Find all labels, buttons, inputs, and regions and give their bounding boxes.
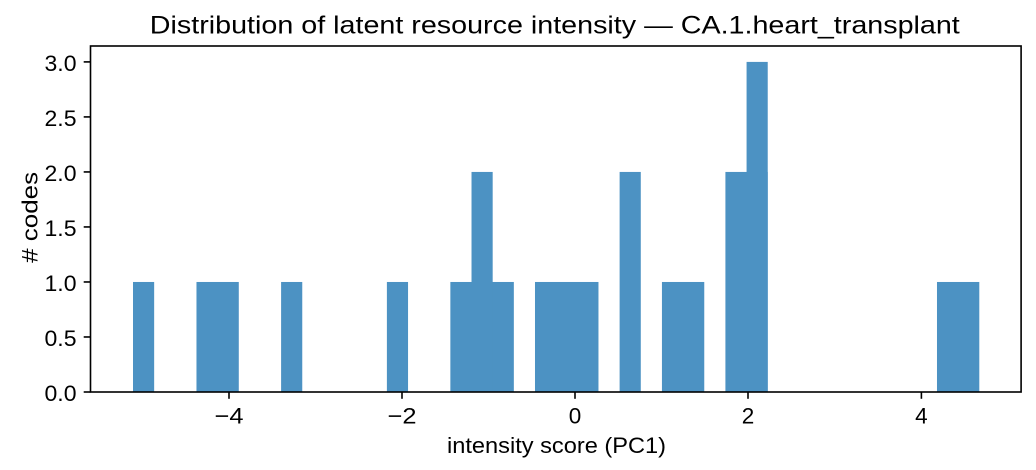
svg-text:2.5: 2.5: [45, 106, 77, 131]
svg-text:# codes: # codes: [18, 172, 43, 263]
svg-text:0.0: 0.0: [45, 381, 77, 406]
svg-text:3.0: 3.0: [45, 51, 77, 76]
svg-text:4: 4: [915, 404, 928, 429]
svg-text:2.0: 2.0: [45, 161, 77, 186]
svg-text:1.0: 1.0: [45, 271, 77, 296]
svg-text:intensity score (PC1): intensity score (PC1): [447, 433, 666, 458]
svg-text:−4: −4: [215, 404, 244, 429]
svg-text:2: 2: [742, 404, 755, 429]
svg-text:0: 0: [569, 404, 582, 429]
svg-text:1.5: 1.5: [45, 216, 77, 241]
svg-text:0.5: 0.5: [45, 326, 77, 351]
svg-text:Distribution of latent resourc: Distribution of latent resource intensit…: [150, 11, 960, 39]
svg-text:−2: −2: [388, 404, 417, 429]
